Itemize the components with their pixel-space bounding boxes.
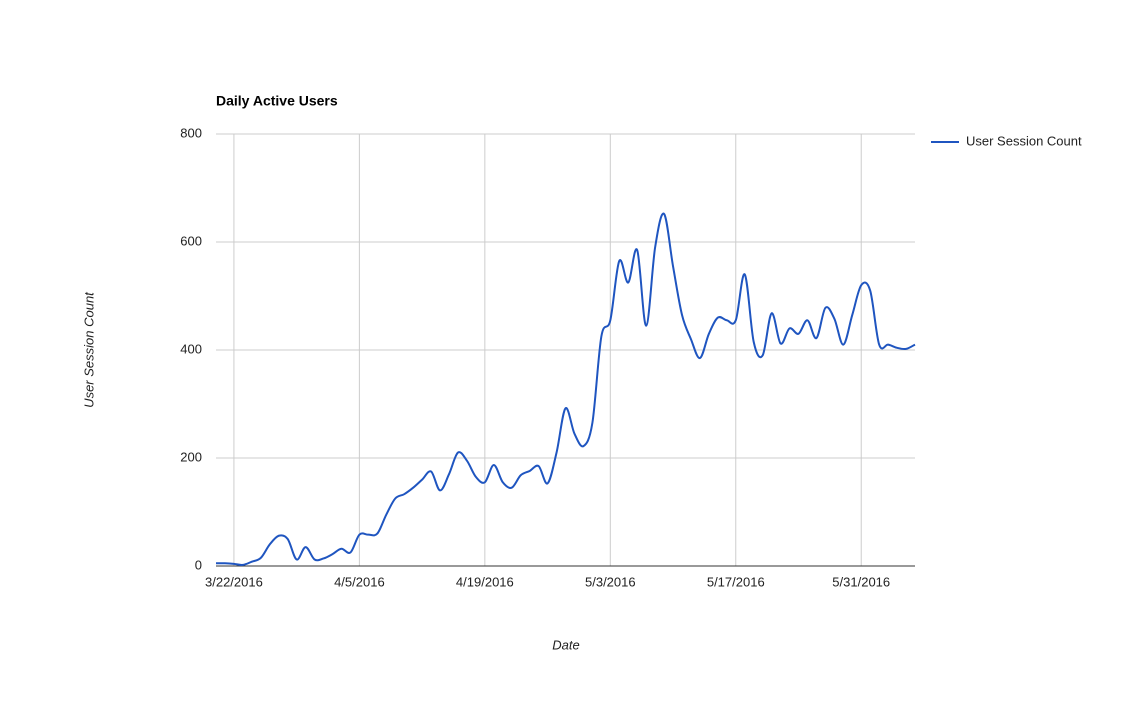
y-tick-label: 400: [180, 341, 202, 356]
x-tick-label: 5/31/2016: [832, 574, 890, 589]
x-tick-label: 4/5/2016: [334, 574, 385, 589]
chart-title: Daily Active Users: [216, 93, 338, 109]
x-tick-label: 5/17/2016: [707, 574, 765, 589]
x-tick-label: 3/22/2016: [205, 574, 263, 589]
y-tick-label: 800: [180, 125, 202, 140]
x-axis-title: Date: [552, 637, 579, 652]
x-tick-label: 5/3/2016: [585, 574, 636, 589]
series-line: [215, 212, 916, 566]
legend-label: User Session Count: [966, 133, 1082, 148]
y-tick-label: 0: [195, 557, 202, 572]
y-tick-label: 600: [180, 233, 202, 248]
y-axis-title: User Session Count: [81, 291, 96, 408]
x-tick-label: 4/19/2016: [456, 574, 514, 589]
y-tick-label: 200: [180, 449, 202, 464]
